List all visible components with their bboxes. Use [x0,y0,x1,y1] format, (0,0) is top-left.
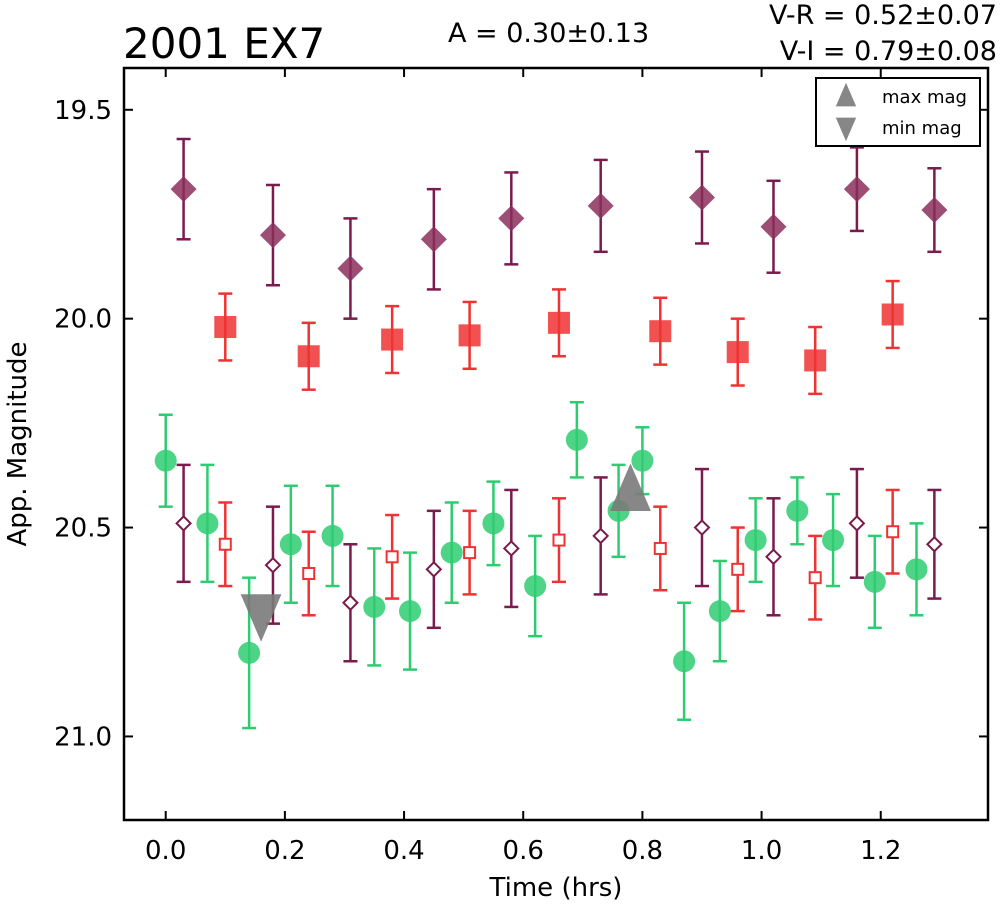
data-point [214,316,237,339]
data-point [196,512,219,535]
data-point [440,541,463,564]
data-point [905,558,928,581]
series-r-observed [214,279,904,396]
data-point [218,537,232,551]
data-point [565,428,588,451]
data-point [760,213,787,240]
data-point [425,560,443,578]
data-point [552,533,566,547]
data-point [653,541,667,555]
x-tick-label: 0.8 [622,836,663,866]
data-point [765,548,782,566]
data-point [502,540,520,557]
data-point [921,197,948,224]
data-point [463,546,477,560]
data-point [363,595,386,618]
data-point [337,255,364,282]
x-axis-label: Time (hrs) [489,873,623,903]
data-point [688,184,715,211]
data-point [154,449,177,472]
data-point [808,571,822,585]
data-point [673,650,696,673]
legend-min-mag-marker [835,117,857,142]
data-point [482,512,505,535]
y-tick-label: 19.5 [54,96,112,126]
data-point [886,525,900,539]
data-point [458,324,481,347]
x-tick-label: 0.0 [145,836,186,866]
data-point [399,600,422,623]
legend-label-max-mag: max mag [882,87,967,108]
data-point [881,303,904,326]
data-point [420,226,447,253]
data-point [822,529,845,552]
data-point [321,524,344,547]
legend: max mag min mag [815,77,981,147]
axis-ticks: 0.0 0.2 0.4 0.6 0.8 1.0 1.2 19.5 20.0 20.5 21.0 [54,68,988,866]
v-i-annotation: V-I = 0.79±0.08 [780,36,997,67]
legend-max-mag-marker [835,82,857,107]
x-tick-label: 0.6 [503,836,544,866]
data-point [786,499,809,522]
data-point [925,535,943,553]
data-point [843,176,870,203]
legend-label-min-mag: min mag [882,118,962,139]
x-tick-label: 0.4 [383,836,424,866]
data-point [708,600,731,623]
y-tick-label: 20.5 [54,514,112,544]
data-point [863,570,886,593]
y-tick-label: 20.0 [54,305,112,335]
series-r-corrected [218,488,900,621]
y-tick-label: 21.0 [54,722,112,752]
x-tick-label: 1.0 [741,836,782,866]
data-point [259,222,286,249]
data-point [731,562,745,576]
data-point [693,519,711,536]
data-point [744,529,767,552]
data-point [726,341,749,364]
x-tick-label: 1.2 [860,836,901,866]
v-r-annotation: V-R = 0.52±0.07 [769,0,997,31]
amplitude-annotation: A = 0.30±0.13 [448,18,649,49]
data-point [524,575,547,598]
data-point [631,449,654,472]
data-point [342,594,359,612]
chart-title: 2001 EX7 [123,19,325,68]
x-tick-label: 0.2 [264,836,305,866]
data-point [264,556,282,574]
plot-frame [122,66,990,822]
data-point [498,205,525,232]
series-i-observed [170,137,948,320]
data-point [649,320,672,343]
data-point [279,533,302,556]
data-point [848,514,866,532]
series-i-corrected [175,463,943,663]
max-mag-marker [610,463,651,511]
plot-area [154,137,948,730]
data-point [238,641,261,664]
data-point [381,328,404,351]
data-point [804,349,827,372]
min-mag-marker [240,594,282,642]
data-point [547,311,570,334]
data-point [587,192,614,219]
y-axis-label: App. Magnitude [3,341,33,546]
data-point [302,567,316,581]
data-point [385,550,399,564]
data-point [592,527,610,545]
data-point [175,514,193,532]
data-point [170,176,197,203]
series-v-observed [154,400,928,730]
data-point [297,345,320,368]
